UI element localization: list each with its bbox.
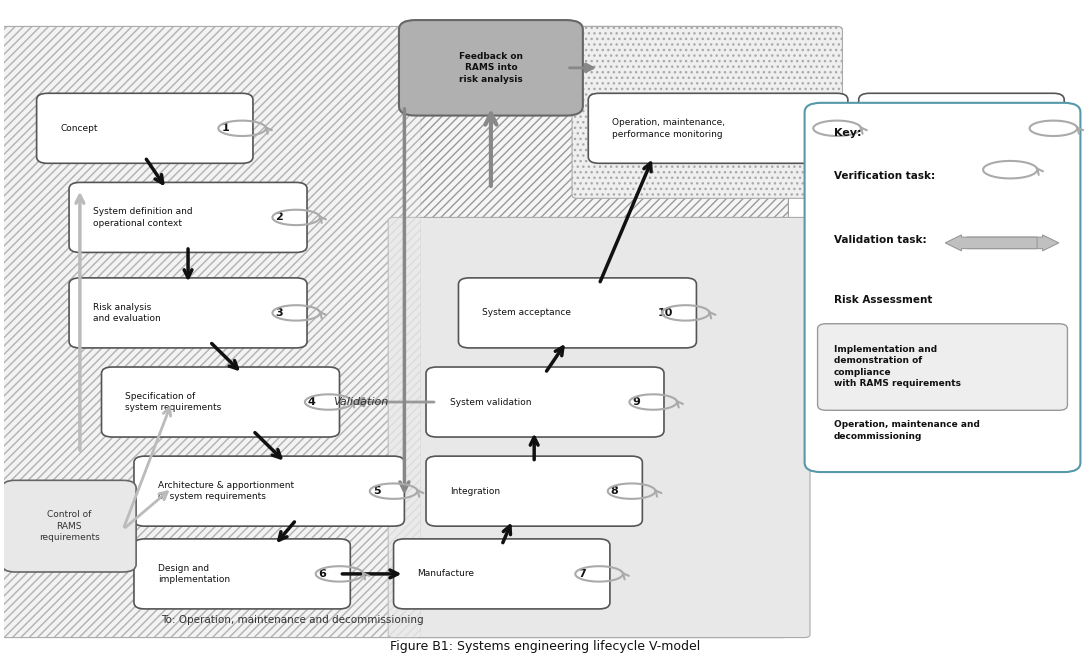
Text: Integration: Integration bbox=[450, 487, 500, 496]
Text: 5: 5 bbox=[373, 486, 380, 496]
Text: To: Operation, maintenance and decommissioning: To: Operation, maintenance and decommiss… bbox=[161, 615, 424, 625]
FancyBboxPatch shape bbox=[818, 324, 1067, 410]
Text: Figure B1: Systems engineering lifecycle V-model: Figure B1: Systems engineering lifecycle… bbox=[390, 641, 700, 654]
FancyBboxPatch shape bbox=[69, 278, 307, 348]
FancyBboxPatch shape bbox=[393, 539, 610, 609]
FancyBboxPatch shape bbox=[821, 278, 1064, 319]
FancyBboxPatch shape bbox=[0, 26, 788, 637]
FancyBboxPatch shape bbox=[134, 456, 404, 526]
FancyBboxPatch shape bbox=[572, 26, 843, 198]
Text: System validation: System validation bbox=[450, 398, 531, 407]
Text: Control of
RAMS
requirements: Control of RAMS requirements bbox=[38, 510, 99, 542]
Text: 8: 8 bbox=[610, 486, 618, 496]
Text: Architecture & apportionment
of system requirements: Architecture & apportionment of system r… bbox=[158, 481, 294, 501]
Text: Validation: Validation bbox=[332, 397, 388, 407]
FancyBboxPatch shape bbox=[2, 480, 136, 572]
Text: Validation task:: Validation task: bbox=[834, 234, 926, 245]
Text: 2: 2 bbox=[276, 212, 283, 223]
Text: Risk Assessment: Risk Assessment bbox=[834, 295, 932, 305]
Text: Decommissioning: Decommissioning bbox=[883, 124, 962, 133]
Text: 10: 10 bbox=[657, 308, 673, 318]
Text: Operation, maintenance and
decommissioning: Operation, maintenance and decommissioni… bbox=[834, 421, 980, 441]
FancyBboxPatch shape bbox=[37, 93, 253, 163]
Text: 9: 9 bbox=[632, 397, 640, 407]
Text: Implementation and
demonstration of
compliance
with RAMS requirements: Implementation and demonstration of comp… bbox=[834, 345, 960, 388]
Text: Key:: Key: bbox=[834, 128, 861, 138]
FancyBboxPatch shape bbox=[859, 93, 1064, 163]
Text: 12: 12 bbox=[1025, 123, 1040, 134]
FancyArrow shape bbox=[945, 235, 1038, 251]
FancyBboxPatch shape bbox=[134, 539, 350, 609]
Text: System definition and
operational context: System definition and operational contex… bbox=[93, 207, 193, 228]
Text: Specification of
system requirements: Specification of system requirements bbox=[125, 392, 221, 412]
Text: System acceptance: System acceptance bbox=[482, 309, 571, 318]
Text: Risk analysis
and evaluation: Risk analysis and evaluation bbox=[93, 303, 160, 323]
FancyBboxPatch shape bbox=[459, 278, 697, 348]
FancyBboxPatch shape bbox=[0, 26, 421, 637]
FancyBboxPatch shape bbox=[101, 367, 339, 437]
Text: Verification task:: Verification task: bbox=[834, 171, 935, 181]
Text: 4: 4 bbox=[307, 397, 316, 407]
FancyBboxPatch shape bbox=[589, 93, 848, 163]
FancyBboxPatch shape bbox=[69, 182, 307, 252]
Text: Feedback on
RAMS into
risk analysis: Feedback on RAMS into risk analysis bbox=[459, 52, 523, 84]
Text: 3: 3 bbox=[276, 308, 283, 318]
FancyBboxPatch shape bbox=[426, 456, 642, 526]
Text: 7: 7 bbox=[579, 569, 586, 579]
Text: Operation, maintenance,
performance monitoring: Operation, maintenance, performance moni… bbox=[613, 118, 725, 138]
Text: Manufacture: Manufacture bbox=[417, 569, 474, 578]
Text: 1: 1 bbox=[221, 123, 229, 134]
FancyArrow shape bbox=[967, 235, 1058, 251]
FancyBboxPatch shape bbox=[804, 103, 1080, 472]
FancyBboxPatch shape bbox=[426, 367, 664, 437]
Text: 6: 6 bbox=[318, 569, 327, 579]
FancyBboxPatch shape bbox=[399, 20, 583, 115]
FancyBboxPatch shape bbox=[821, 409, 1064, 459]
Text: 11: 11 bbox=[809, 123, 824, 134]
Text: Design and
implementation: Design and implementation bbox=[158, 564, 230, 584]
Text: Concept: Concept bbox=[60, 124, 98, 133]
FancyBboxPatch shape bbox=[388, 217, 810, 637]
